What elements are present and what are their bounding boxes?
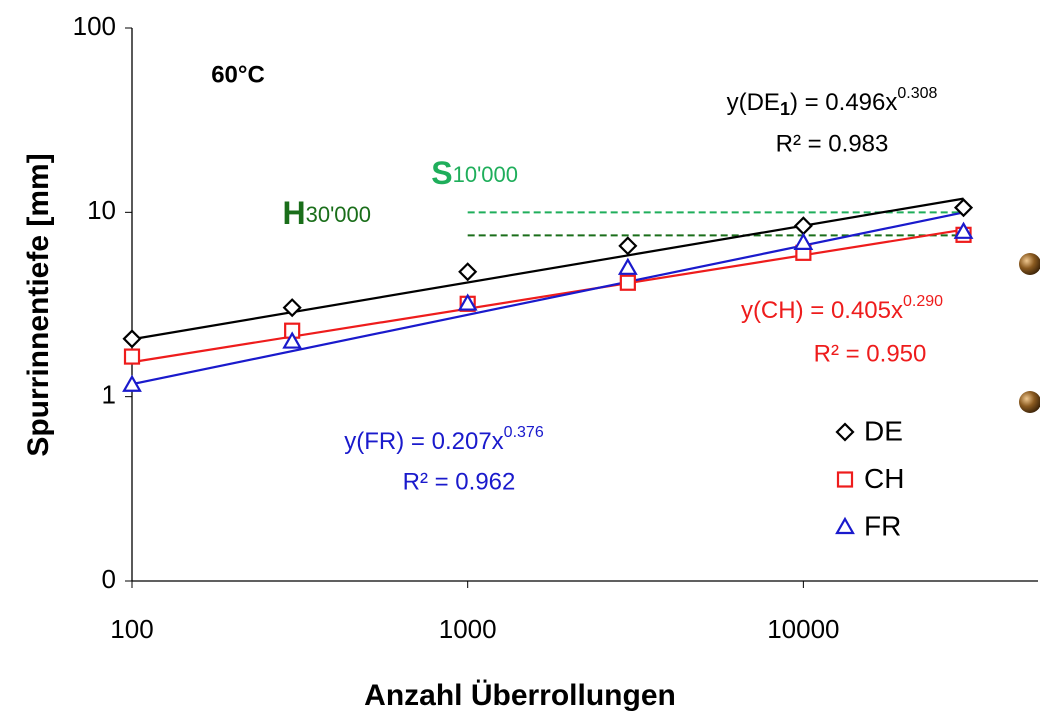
reference-sublabel: 10'000 bbox=[453, 162, 518, 187]
point bbox=[618, 236, 638, 256]
point bbox=[457, 293, 478, 311]
legend-item: CH bbox=[836, 463, 904, 494]
point bbox=[458, 262, 478, 282]
reference-letter: S bbox=[431, 155, 452, 191]
equation-sup: 0.308 bbox=[897, 85, 937, 102]
x-tick-label: 100 bbox=[110, 614, 153, 644]
point bbox=[793, 232, 814, 250]
equation-text: y(DE bbox=[727, 89, 780, 116]
r-squared: R² = 0.962 bbox=[403, 468, 516, 495]
trendline bbox=[131, 211, 964, 386]
equation: y(CH) = 0.405x0.290 bbox=[741, 293, 943, 324]
y-tick-label: 0 bbox=[102, 564, 116, 594]
point bbox=[282, 331, 303, 349]
reference-sublabel: 30'000 bbox=[306, 202, 371, 227]
legend-marker bbox=[835, 516, 855, 535]
equation-sub: 1 bbox=[780, 99, 790, 119]
y-tick-label: 10 bbox=[87, 195, 116, 225]
r-squared: R² = 0.983 bbox=[776, 130, 889, 157]
equation-sup: 0.290 bbox=[903, 293, 943, 310]
x-tick-label: 10000 bbox=[767, 614, 839, 644]
x-axis-label: Anzahl Überrollungen bbox=[364, 679, 676, 712]
r-squared: R² = 0.950 bbox=[814, 340, 927, 367]
y-tick-label: 100 bbox=[73, 11, 116, 41]
point bbox=[282, 298, 302, 318]
equation-rest: ) = 0.496x bbox=[790, 89, 897, 116]
x-tick-label: 1000 bbox=[439, 614, 497, 644]
reference-letter: H bbox=[283, 195, 306, 231]
reference-label: H30'000 bbox=[283, 195, 372, 231]
bullet bbox=[1019, 253, 1040, 275]
equation: y(DE1) = 0.496x0.308 bbox=[727, 85, 938, 119]
point bbox=[617, 257, 638, 275]
equation-sup: 0.376 bbox=[504, 424, 544, 441]
point bbox=[619, 274, 636, 291]
bullet bbox=[1019, 391, 1040, 413]
annotation: 60°C bbox=[211, 61, 265, 88]
equation-text: y(FR) = 0.207x bbox=[344, 428, 503, 455]
legend-label: FR bbox=[864, 510, 901, 541]
legend-label: CH bbox=[864, 463, 904, 494]
legend-marker bbox=[836, 471, 854, 488]
point bbox=[793, 216, 813, 236]
legend-item: FR bbox=[835, 510, 901, 541]
point bbox=[953, 198, 974, 218]
trendline bbox=[131, 197, 964, 341]
y-tick-label: 1 bbox=[102, 380, 116, 410]
point bbox=[953, 221, 974, 239]
point bbox=[122, 329, 142, 349]
point bbox=[122, 374, 142, 392]
trendline bbox=[131, 228, 964, 364]
y-axis-label: Spurrinnentiefe [mm] bbox=[22, 153, 55, 456]
equation-text: y(CH) = 0.405x bbox=[741, 297, 903, 324]
reference-label: S10'000 bbox=[431, 155, 518, 191]
legend-label: DE bbox=[864, 415, 903, 446]
legend-marker bbox=[835, 422, 855, 442]
point bbox=[123, 348, 141, 365]
equation: y(FR) = 0.207x0.376 bbox=[344, 424, 544, 455]
legend-item: DE bbox=[835, 415, 903, 446]
